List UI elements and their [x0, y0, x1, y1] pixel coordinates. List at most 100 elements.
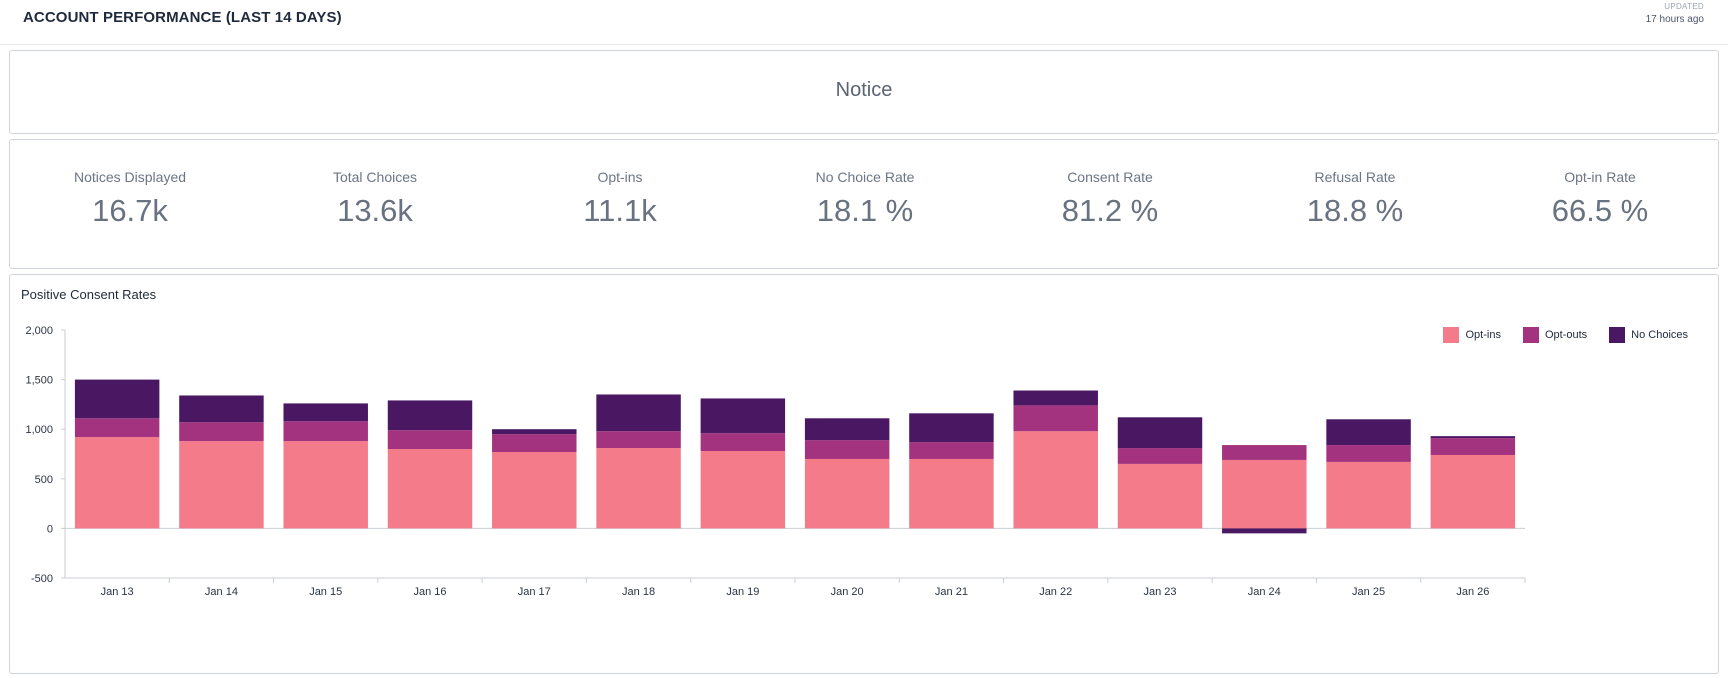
- bar-opt-ins: [700, 451, 786, 529]
- stat-notices-displayed: Notices Displayed 16.7k: [30, 169, 230, 229]
- stat-label: No Choice Rate: [815, 169, 915, 185]
- bar-opt-ins: [74, 437, 160, 529]
- x-tick-label: Jan 22: [1039, 586, 1072, 598]
- x-tick-label: Jan 21: [935, 586, 968, 598]
- bar-no-choices: [1013, 390, 1098, 406]
- bar-opt-ins: [492, 452, 577, 529]
- bar-opt-ins: [1326, 461, 1411, 529]
- y-tick-label: 2,000: [25, 325, 53, 337]
- y-tick-label: 500: [35, 474, 53, 486]
- bar-opt-outs: [804, 440, 890, 459]
- legend-swatch: [1522, 327, 1539, 343]
- bar-opt-ins: [596, 448, 681, 529]
- y-tick-label: 0: [47, 523, 53, 535]
- y-tick-label: 1,500: [25, 375, 53, 387]
- bar-opt-ins: [1013, 431, 1098, 529]
- stat-value: 16.7k: [92, 193, 168, 228]
- stat-value: 66.5 %: [1551, 193, 1649, 228]
- bar-opt-ins: [1430, 454, 1516, 529]
- x-tick-label: Jan 15: [309, 586, 342, 598]
- stat-value: 81.2 %: [1061, 193, 1159, 228]
- bar-opt-outs: [492, 434, 577, 453]
- stat-label: Consent Rate: [1067, 169, 1153, 185]
- x-tick-label: Jan 23: [1143, 586, 1176, 598]
- legend-item-opt-outs[interactable]: Opt-outs: [1522, 327, 1588, 343]
- y-tick-label: -500: [31, 573, 53, 585]
- bar-opt-ins: [1117, 463, 1203, 529]
- bar-no-choices: [74, 379, 160, 419]
- bar-opt-outs: [700, 433, 786, 452]
- bar-opt-outs: [1013, 405, 1098, 432]
- stat-consent-rate: Consent Rate 81.2 %: [1010, 169, 1210, 229]
- stat-value: 13.6k: [337, 193, 413, 228]
- chart-legend: Opt-ins Opt-outs No Choices: [1443, 327, 1688, 343]
- legend-swatch: [1609, 327, 1626, 343]
- chart-panel: 2,000 1,500 1,000 500 0 -500 Jan 13 Jan 14 Jan 1…: [9, 274, 1719, 674]
- legend-label: Opt-outs: [1544, 329, 1588, 341]
- x-tick-label: Jan 17: [518, 586, 551, 598]
- x-tick-label: Jan 25: [1352, 586, 1385, 598]
- stat-opt-ins: Opt-ins 11.1k: [520, 169, 720, 229]
- x-tick-label: Jan 16: [413, 586, 446, 598]
- stat-refusal-rate: Refusal Rate 18.8 %: [1255, 169, 1455, 229]
- bar-opt-outs: [179, 422, 264, 442]
- bar-no-choices: [1222, 528, 1307, 534]
- top-bar: ACCOUNT PERFORMANCE (LAST 14 DAYS) UPDAT…: [0, 0, 1728, 45]
- bar-opt-ins: [1222, 459, 1307, 529]
- bar-no-choices: [1117, 417, 1203, 449]
- updated-label: UPDATED: [1664, 2, 1704, 11]
- legend-label: Opt-ins: [1465, 329, 1501, 341]
- stat-label: Refusal Rate: [1314, 169, 1396, 185]
- bar-no-choices: [387, 400, 473, 431]
- legend-item-opt-ins[interactable]: Opt-ins: [1443, 327, 1501, 343]
- bar-opt-outs: [1222, 445, 1307, 460]
- x-tick-label: Jan 20: [831, 586, 864, 598]
- bar-opt-ins: [804, 458, 890, 529]
- x-tick-label: Jan 14: [205, 586, 238, 598]
- legend-item-no-choices[interactable]: No Choices: [1609, 327, 1688, 343]
- bar-opt-ins: [387, 449, 473, 529]
- stat-label: Notices Displayed: [73, 169, 187, 185]
- bar-no-choices: [804, 418, 890, 441]
- legend-label: No Choices: [1631, 329, 1688, 341]
- stat-label: Total Choices: [332, 169, 418, 185]
- bar-no-choices: [492, 429, 577, 435]
- bar-opt-ins: [179, 441, 264, 529]
- x-tick-label: Jan 19: [726, 586, 759, 598]
- bar-opt-outs: [387, 430, 473, 450]
- bar-no-choices: [909, 413, 994, 443]
- bar-no-choices: [1326, 419, 1411, 446]
- stats-panel: Notices Displayed 16.7k Total Choices 13…: [9, 139, 1719, 269]
- page-title: ACCOUNT PERFORMANCE (LAST 14 DAYS): [23, 9, 342, 26]
- stat-no-choice-rate: No Choice Rate 18.1 %: [765, 169, 965, 229]
- bar-opt-ins: [909, 458, 994, 529]
- stat-value: 18.1 %: [816, 193, 914, 228]
- bar-no-choices: [179, 395, 264, 423]
- stat-total-choices: Total Choices 13.6k: [275, 169, 475, 229]
- bar-opt-outs: [1117, 448, 1203, 464]
- bar-opt-outs: [596, 431, 681, 449]
- x-tick-label: Jan 24: [1248, 586, 1281, 598]
- bar-opt-outs: [1326, 445, 1411, 462]
- bar-no-choices: [1430, 436, 1516, 439]
- notice-panel: Notice: [9, 50, 1719, 134]
- x-tick-label: Jan 13: [101, 586, 134, 598]
- x-tick-label: Jan 18: [622, 586, 655, 598]
- bar-no-choices: [596, 394, 681, 432]
- stat-value: 11.1k: [583, 193, 657, 228]
- bar-no-choices: [283, 403, 368, 422]
- y-tick-label: 1,000: [25, 424, 53, 436]
- bar-opt-outs: [909, 442, 994, 459]
- bar-opt-ins: [283, 441, 368, 529]
- stat-label: Opt-ins: [597, 169, 643, 185]
- updated-info: UPDATED 17 hours ago: [1646, 2, 1704, 25]
- x-tick-label: Jan 26: [1456, 586, 1489, 598]
- legend-swatch: [1443, 327, 1460, 343]
- chart-canvas: 2,000 1,500 1,000 500 0 -500 Jan 13 Jan 14 Jan 1…: [25, 325, 1526, 598]
- updated-value: 17 hours ago: [1645, 14, 1704, 25]
- bar-opt-outs: [74, 418, 160, 438]
- bar-opt-outs: [283, 421, 368, 442]
- stat-value: 18.8 %: [1306, 193, 1404, 228]
- bar-opt-outs: [1430, 438, 1516, 455]
- stat-label: Opt-in Rate: [1564, 169, 1636, 185]
